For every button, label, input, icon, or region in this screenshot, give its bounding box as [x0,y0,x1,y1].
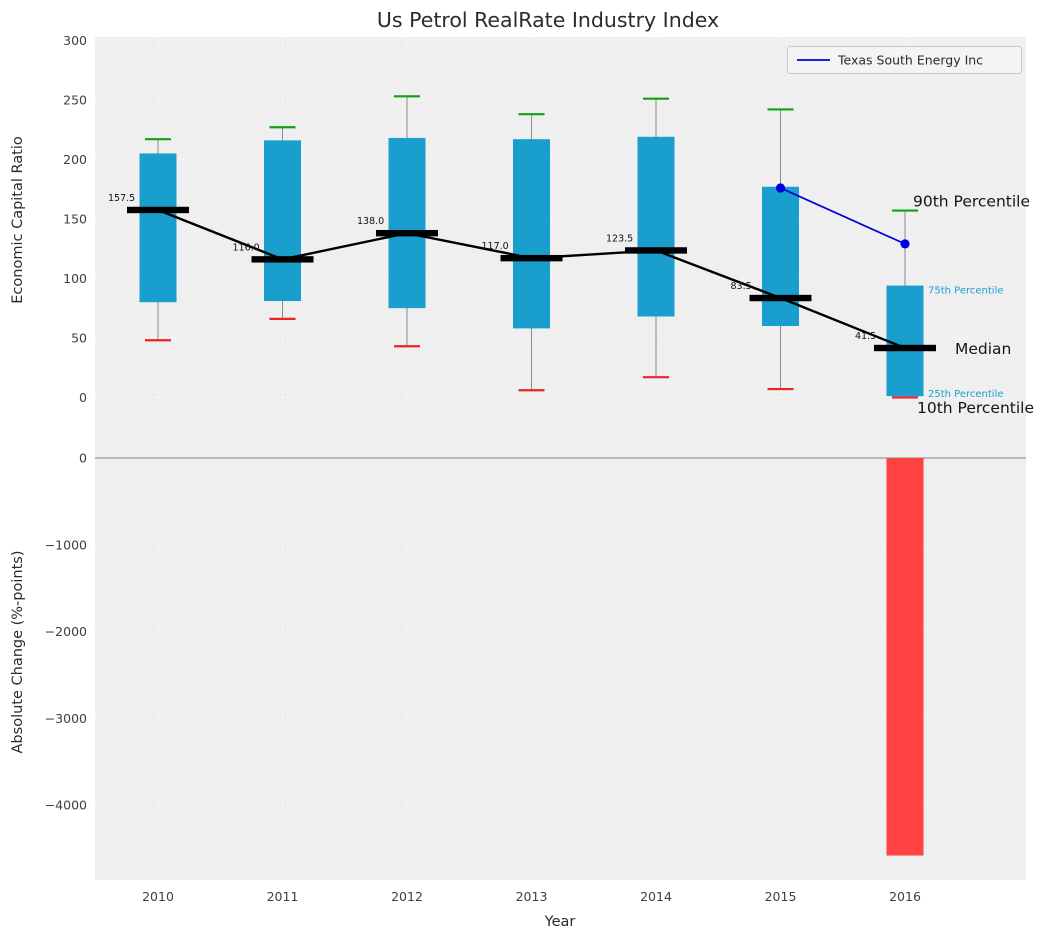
iqr-box [637,136,675,317]
median-segment [127,206,189,214]
legend-box [787,46,1022,74]
top-y-tick-label: 100 [63,271,87,286]
iqr-box [886,285,924,397]
top-y-tick-label: 250 [63,92,87,107]
x-tick-label: 2011 [267,889,299,904]
bottom-y-tick-label: −1000 [45,537,87,552]
x-tick-label: 2014 [640,889,672,904]
iqr-box [139,153,177,303]
median-value-label: 41.5 [855,331,876,342]
top-y-tick-label: 0 [79,390,87,405]
median-value-label: 83.5 [731,281,752,292]
bottom-y-axis-label: Absolute Change (%-points) [10,551,26,754]
iqr-box [388,137,426,309]
x-tick-label: 2013 [516,889,548,904]
top-y-axis-label: Economic Capital Ratio [10,136,26,304]
legend-label: Texas South Energy Inc [837,53,983,68]
top-y-tick-label: 300 [63,33,87,48]
tick-label-layer: 0 50 100 150 200 250 300 0 −1000 −2000 −3000 −4000 2… [45,33,921,904]
series-layer: 157.5 116.0 138.0 117.0 123.5 83.5 41.5 [108,95,936,856]
median-value-label: 116.0 [233,242,260,253]
median-value-label: 138.0 [357,216,384,227]
median-segment [874,344,936,352]
top-y-tick-label: 150 [63,211,87,226]
p75-annotation: 75th Percentile [928,286,1004,297]
median-segment [500,254,563,262]
median-segment [625,247,687,254]
top-y-tick-label: 50 [71,330,87,345]
x-tick-label: 2015 [765,889,797,904]
top-y-tick-label: 200 [63,152,87,167]
median-value-label: 157.5 [108,193,135,204]
median-segment [251,256,314,263]
company-point [775,183,786,193]
p10-annotation: 10th Percentile [917,399,1034,417]
p90-annotation: 90th Percentile [913,193,1030,211]
iqr-box [513,139,550,329]
iqr-box [762,186,799,326]
median-segment [376,229,438,237]
x-tick-label: 2016 [889,889,921,904]
annotation-layer: 90th Percentile 75th Percentile Median 25th… [913,193,1034,417]
x-tick-label: 2010 [142,889,174,904]
legend: Texas South Energy Inc [787,46,1022,74]
negative-change-bar [886,458,924,856]
company-point [900,239,910,249]
iqr-box [264,140,301,302]
bottom-y-tick-label: −4000 [45,798,87,813]
bottom-y-tick-label: −3000 [45,711,87,726]
median-annotation: Median [955,340,1011,358]
bottom-y-tick-label: −2000 [45,624,87,639]
median-value-label: 123.5 [606,233,633,244]
median-value-label: 117.0 [482,241,509,252]
median-segment [749,294,812,302]
bottom-y-tick-label: 0 [79,451,87,466]
chart-title: Us Petrol RealRate Industry Index [377,8,719,32]
x-tick-label: 2012 [391,889,423,904]
p25-annotation: 25th Percentile [928,389,1004,400]
x-axis-label: Year [544,914,576,930]
company-line [780,187,906,245]
